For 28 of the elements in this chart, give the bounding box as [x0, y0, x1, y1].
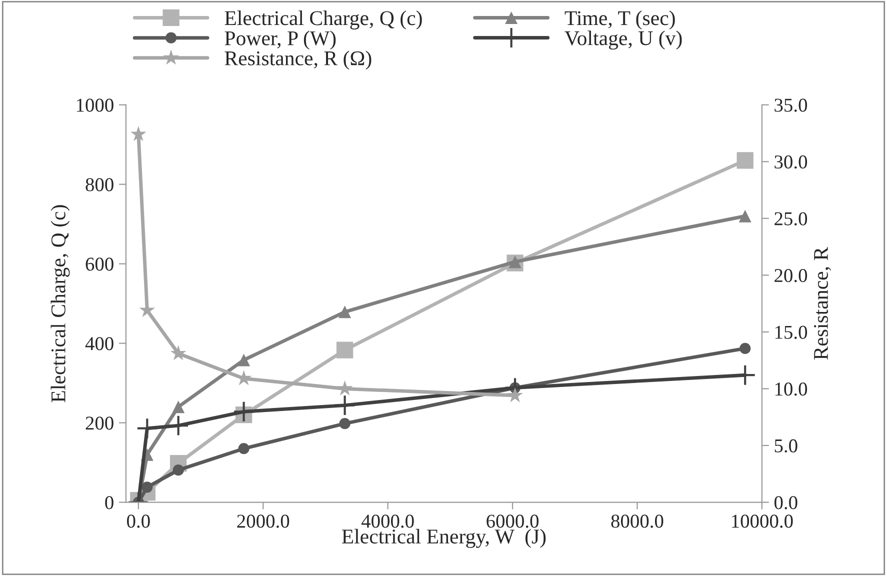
y2-tick-label: 30.0 [774, 155, 808, 169]
x-tick-label: 2000.0 [237, 514, 290, 528]
legend-label: Resistance, R (Ω) [224, 50, 372, 70]
x-tick-label: 4000.0 [361, 514, 414, 528]
y-tick-label: 600 [86, 258, 114, 271]
y2-tick-label: 20.0 [774, 268, 808, 282]
y2-tick-label: 10.0 [775, 382, 808, 396]
legend-label: Voltage, U (v) [564, 30, 682, 50]
y-tick-label: 800 [86, 178, 114, 192]
y2-tick-label: 5.0 [774, 439, 798, 453]
y-tick-label: 1000 [76, 98, 114, 112]
x-tick-label: 0.0 [127, 514, 150, 528]
y-tick-label: 0 [105, 496, 114, 510]
x-tick-label: 10000.0 [732, 514, 793, 528]
y2-tick-label: 15.0 [775, 326, 808, 339]
y2-tick-label: 25.0 [774, 212, 808, 226]
y2-tick-label: 0.0 [774, 496, 798, 510]
y-axis-title: Electrical Charge, Q (c) [50, 205, 70, 402]
legend-label: Power, P (W) [224, 30, 336, 50]
y-tick-label: 200 [86, 416, 114, 430]
x-tick-label: 6000.0 [486, 514, 539, 528]
y-tick-label: 400 [85, 337, 114, 350]
legend-label: Electrical Charge, Q (c) [224, 10, 422, 30]
x-axis-title: Electrical Energy, W (J) [342, 528, 546, 548]
legend-label: Time, T (sec) [564, 10, 675, 30]
y2-axis-title: Resistance, R [814, 246, 831, 360]
y2-tick-label: 35.0 [774, 98, 808, 112]
x-tick-label: 8000.0 [611, 514, 664, 528]
